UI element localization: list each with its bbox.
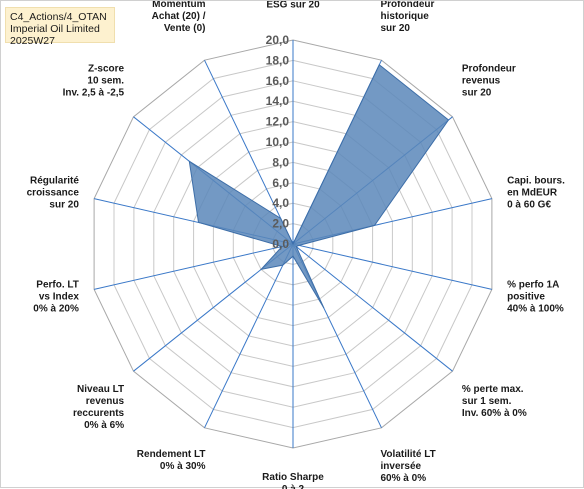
axis-label-line: sur 1 sem. bbox=[462, 396, 512, 407]
tick-label: 16,0 bbox=[266, 74, 290, 88]
axis-label-13: Z-score 10 sem. Inv. 2,5 à -2,5 bbox=[63, 64, 125, 99]
axis-label-line: Z-score bbox=[88, 64, 125, 75]
axis-label-8: Ratio Sharpe0 à 2 bbox=[262, 472, 324, 489]
axis-label-7: Volatilité LT inversée 60% à 0% bbox=[381, 449, 436, 484]
tick-label: 8,0 bbox=[272, 155, 289, 169]
axis-spoke-9 bbox=[204, 243, 294, 429]
axis-label-line: Momentum bbox=[152, 1, 205, 10]
axis-label-11: Perfo. LT vs Index 0% à 20% bbox=[33, 280, 79, 315]
axis-label-line: 0% à 6% bbox=[84, 420, 124, 431]
chart-title-box: C4_Actions/4_OTAN Imperial Oil Limited 2… bbox=[5, 7, 115, 47]
axis-label-2: Profondeur historique sur 20 bbox=[381, 1, 435, 34]
axis-label-line: ESG sur 20 bbox=[266, 1, 320, 11]
axis-label-line: Régularité bbox=[30, 176, 79, 187]
tick-label: 0,0 bbox=[272, 237, 289, 251]
axis-label-line: Niveau LT bbox=[77, 384, 124, 395]
tick-label: 2,0 bbox=[272, 217, 289, 231]
chart-title-line2: Imperial Oil Limited bbox=[10, 23, 100, 35]
axis-label-line: % perte max. bbox=[462, 384, 524, 395]
axis-label-3: Profondeur revenus sur 20 bbox=[462, 64, 516, 99]
tick-label: 4,0 bbox=[272, 196, 289, 210]
axis-label-line: % perfo 1A bbox=[507, 280, 559, 291]
axis-label-line: revenus bbox=[86, 396, 125, 407]
axis-label-line: Profondeur bbox=[381, 1, 435, 10]
axis-label-line: Ratio Sharpe bbox=[262, 472, 324, 483]
axis-label-line: 0% à 30% bbox=[160, 461, 206, 472]
axis-label-line: reccurents bbox=[73, 408, 125, 419]
axis-label-line: 0 à 60 G€ bbox=[507, 200, 551, 211]
axis-label-line: 0% à 20% bbox=[33, 304, 79, 315]
axis-label-line: Vente (0) bbox=[164, 23, 206, 34]
axis-spoke-6 bbox=[292, 243, 453, 372]
axis-label-line: Perfo. LT bbox=[36, 280, 79, 291]
axis-label-line: 40% à 100% bbox=[507, 304, 564, 315]
axis-spoke-5 bbox=[292, 243, 493, 290]
axis-label-5: % perfo 1A positive 40% à 100% bbox=[507, 280, 564, 315]
axis-label-line: sur 20 bbox=[49, 200, 79, 211]
axis-label-6: % perte max. sur 1 sem. Inv. 60% à 0% bbox=[462, 384, 527, 419]
axis-label-line: Inv. 60% à 0% bbox=[462, 408, 527, 419]
tick-label: 20,0 bbox=[266, 33, 290, 47]
axis-label-line: revenus bbox=[462, 76, 501, 87]
axis-label-line: croissance bbox=[27, 188, 80, 199]
tick-label: 14,0 bbox=[266, 94, 290, 108]
chart-title-line3: 2025W27 bbox=[10, 35, 55, 47]
axis-label-line: Profondeur bbox=[462, 64, 516, 75]
axis-label-10: Niveau LT revenus reccurents 0% à 6% bbox=[73, 384, 125, 431]
axis-label-line: sur 20 bbox=[381, 23, 411, 34]
tick-label: 10,0 bbox=[266, 135, 290, 149]
series-area-1 bbox=[188, 64, 450, 309]
axis-label-9: Rendement LT 0% à 30% bbox=[137, 449, 206, 472]
axis-label-line: 0 à 2 bbox=[282, 484, 305, 489]
axis-label-line: sur 20 bbox=[462, 88, 492, 99]
axis-label-4: Capi. bours. en MdEUR 0 à 60 G€ bbox=[507, 176, 565, 211]
chart-title-line1: C4_Actions/4_OTAN bbox=[10, 11, 107, 23]
axis-label-line: historique bbox=[381, 11, 430, 22]
axis-label-line: positive bbox=[507, 292, 545, 303]
axis-label-line: 10 sem. bbox=[87, 76, 124, 87]
axis-label-line: en MdEUR bbox=[507, 188, 558, 199]
tick-label: 6,0 bbox=[272, 176, 289, 190]
axis-spoke-11 bbox=[93, 243, 294, 290]
axis-spoke-14 bbox=[204, 59, 294, 245]
axis-label-line: 60% à 0% bbox=[381, 473, 427, 484]
axis-label-line: Capi. bours. bbox=[507, 176, 565, 187]
tick-label: 18,0 bbox=[266, 53, 290, 67]
axis-label-line: vs Index bbox=[39, 292, 79, 303]
axis-label-line: inversée bbox=[381, 461, 422, 472]
axis-label-14: Momentum Achat (20) / Vente (0) bbox=[152, 1, 206, 34]
axis-label-line: Achat (20) / bbox=[152, 11, 206, 22]
axis-label-line: Inv. 2,5 à -2,5 bbox=[63, 88, 125, 99]
axis-label-line: Rendement LT bbox=[137, 449, 206, 460]
tick-label: 12,0 bbox=[266, 115, 290, 129]
axis-label-line: Volatilité LT bbox=[381, 449, 436, 460]
axis-label-12: Régularité croissance sur 20 bbox=[27, 176, 80, 211]
axis-label-1: NoteESG sur 20 bbox=[266, 1, 320, 11]
